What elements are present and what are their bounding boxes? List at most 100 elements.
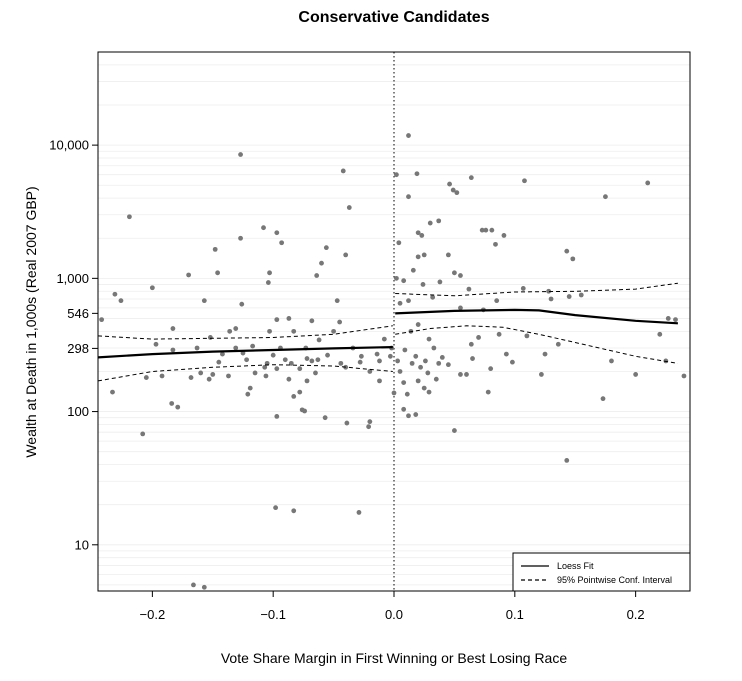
data-point bbox=[263, 373, 269, 379]
data-point bbox=[401, 406, 407, 412]
data-point bbox=[207, 335, 213, 340]
data-point bbox=[566, 294, 572, 299]
ci-upper-right bbox=[395, 282, 678, 297]
data-point bbox=[415, 254, 421, 260]
y-axis: 10 100 298 546 1,000 10,000 bbox=[49, 138, 98, 552]
loess-fit-left bbox=[97, 346, 393, 359]
data-point bbox=[406, 413, 411, 419]
data-point bbox=[420, 282, 426, 287]
data-point bbox=[267, 328, 272, 334]
data-point bbox=[238, 235, 243, 241]
data-point bbox=[286, 376, 292, 382]
data-point bbox=[110, 389, 115, 395]
data-point bbox=[314, 273, 320, 278]
data-point bbox=[445, 362, 451, 368]
data-point bbox=[239, 301, 245, 307]
legend: Loess Fit 95% Pointwise Conf. Interval bbox=[512, 552, 691, 592]
ci-lower-right bbox=[395, 325, 678, 364]
data-point bbox=[485, 389, 491, 395]
data-point bbox=[450, 187, 456, 193]
data-point bbox=[127, 214, 132, 220]
data-point bbox=[468, 341, 474, 347]
data-point bbox=[470, 356, 475, 361]
data-point bbox=[191, 582, 196, 588]
data-point bbox=[381, 336, 387, 342]
x-axis-label: Vote Share Margin in First Winning or Be… bbox=[221, 650, 567, 666]
data-point bbox=[483, 227, 489, 233]
data-point bbox=[309, 358, 315, 364]
data-point bbox=[401, 380, 407, 385]
data-point bbox=[216, 359, 222, 365]
data-point bbox=[331, 328, 336, 334]
data-point bbox=[323, 245, 329, 251]
ci-upper-left bbox=[97, 325, 393, 340]
y-tick-label: 546 bbox=[67, 306, 89, 321]
data-point bbox=[657, 331, 663, 337]
data-point bbox=[244, 357, 250, 363]
data-point bbox=[346, 205, 352, 210]
data-point bbox=[397, 369, 403, 374]
data-point bbox=[367, 369, 373, 374]
data-point bbox=[447, 181, 452, 187]
data-point bbox=[570, 256, 576, 262]
data-point bbox=[286, 316, 292, 321]
data-point bbox=[315, 357, 321, 363]
data-point bbox=[520, 286, 526, 291]
data-point bbox=[316, 337, 322, 343]
data-point bbox=[503, 351, 509, 357]
data-point bbox=[206, 376, 212, 382]
data-point bbox=[288, 360, 294, 366]
y-tick-label: 10 bbox=[75, 537, 89, 552]
data-point bbox=[319, 260, 324, 266]
data-point bbox=[337, 319, 343, 325]
data-point bbox=[488, 366, 494, 372]
data-point bbox=[334, 298, 340, 304]
data-point bbox=[99, 317, 105, 323]
data-point bbox=[564, 458, 570, 463]
data-point bbox=[159, 373, 165, 379]
data-point bbox=[262, 364, 268, 370]
data-point bbox=[425, 370, 431, 376]
data-point bbox=[304, 378, 310, 384]
data-point bbox=[227, 328, 233, 334]
data-point bbox=[394, 275, 399, 281]
data-point bbox=[322, 415, 328, 421]
data-point bbox=[466, 286, 472, 292]
data-point bbox=[402, 347, 408, 353]
data-point bbox=[445, 252, 451, 258]
data-point bbox=[431, 345, 437, 351]
data-point bbox=[358, 353, 364, 359]
data-point bbox=[325, 352, 330, 358]
data-point bbox=[665, 316, 671, 321]
data-point bbox=[279, 240, 285, 246]
data-point bbox=[415, 378, 421, 384]
data-point bbox=[437, 279, 443, 285]
data-point bbox=[414, 171, 420, 177]
data-point bbox=[413, 412, 419, 417]
data-point bbox=[524, 333, 530, 339]
data-point bbox=[452, 428, 457, 433]
data-point bbox=[426, 336, 432, 342]
data-point bbox=[226, 373, 231, 379]
data-point bbox=[309, 318, 315, 324]
data-point bbox=[338, 360, 344, 366]
data-point bbox=[143, 375, 149, 380]
data-point bbox=[377, 378, 382, 384]
data-point bbox=[153, 341, 159, 347]
data-point bbox=[274, 413, 280, 419]
data-point bbox=[291, 508, 297, 514]
data-point bbox=[436, 360, 442, 366]
data-point bbox=[538, 372, 544, 377]
data-point bbox=[186, 272, 192, 278]
data-points bbox=[99, 133, 687, 590]
data-point bbox=[433, 376, 439, 382]
data-point bbox=[313, 370, 318, 376]
data-point bbox=[357, 359, 363, 365]
data-point bbox=[427, 220, 433, 226]
data-point bbox=[265, 280, 271, 285]
fit-curves bbox=[97, 282, 678, 382]
data-point bbox=[201, 298, 207, 304]
data-point bbox=[250, 343, 256, 349]
x-tick-label: −0.1 bbox=[260, 607, 286, 622]
